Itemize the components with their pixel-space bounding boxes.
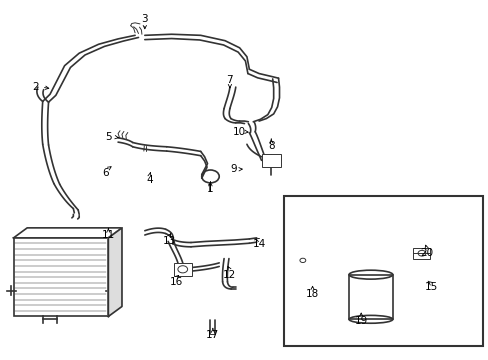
Text: 15: 15	[424, 282, 437, 292]
Bar	[261, 154, 281, 167]
Bar	[412, 248, 429, 258]
Text: 9: 9	[230, 164, 237, 174]
Text: 8: 8	[267, 141, 274, 151]
Bar	[14, 238, 108, 316]
Text: 14: 14	[252, 239, 265, 249]
Text: 20: 20	[419, 248, 432, 258]
Text: 2: 2	[32, 82, 39, 92]
Bar	[174, 263, 191, 276]
Polygon shape	[108, 228, 122, 316]
Text: 4: 4	[146, 175, 153, 185]
Text: 1: 1	[207, 184, 213, 194]
Polygon shape	[14, 228, 122, 238]
Text: 16: 16	[169, 277, 183, 287]
Text: 17: 17	[206, 330, 219, 341]
Text: 6: 6	[102, 168, 109, 178]
Text: 19: 19	[354, 316, 367, 326]
Bar	[348, 275, 392, 319]
Text: 13: 13	[162, 236, 175, 246]
Text: 10: 10	[233, 127, 245, 137]
Text: 11: 11	[102, 230, 115, 240]
Text: 18: 18	[305, 289, 319, 299]
Text: 7: 7	[226, 75, 233, 85]
Bar	[284, 196, 482, 346]
Text: 5: 5	[105, 132, 111, 142]
Text: 12: 12	[223, 270, 236, 280]
Text: 3: 3	[141, 14, 148, 24]
